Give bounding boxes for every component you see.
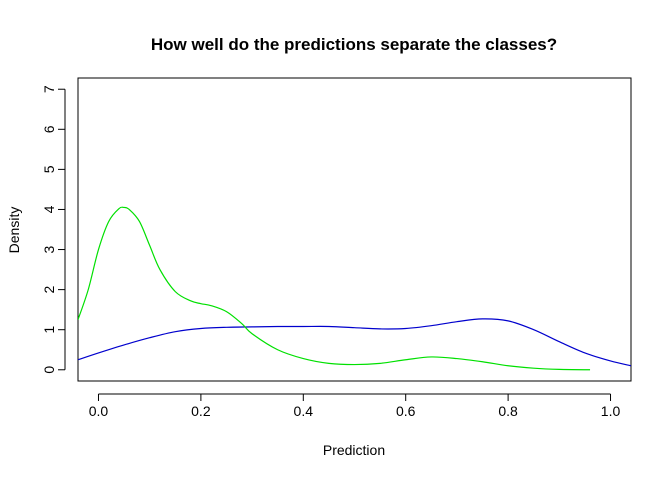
- y-tick-label: 6: [41, 125, 57, 133]
- density-line-2: [78, 206, 591, 371]
- series-layer: [78, 206, 631, 371]
- x-axis-label: Prediction: [323, 442, 385, 458]
- plot-frame: [77, 77, 632, 382]
- y-tick-label: 1: [41, 326, 57, 334]
- y-tick-label: 3: [41, 245, 57, 253]
- chart-title: How well do the predictions separate the…: [151, 35, 557, 54]
- y-tick-label: 7: [41, 85, 57, 93]
- x-tick-label: 0.8: [498, 403, 518, 419]
- x-axis: 0.0 0.2 0.4 0.6 0.8 1.0: [89, 393, 621, 419]
- density-line-1: [78, 318, 631, 367]
- y-tick-label: 2: [41, 286, 57, 294]
- x-tick-label: 1.0: [601, 403, 621, 419]
- x-tick-label: 0.4: [294, 403, 314, 419]
- x-tick-label: 0.0: [89, 403, 109, 419]
- y-axis-label: Density: [6, 207, 22, 254]
- x-tick-label: 0.2: [191, 403, 211, 419]
- y-tick-label: 0: [41, 366, 57, 374]
- y-tick-label: 4: [41, 205, 57, 213]
- y-tick-label: 5: [41, 165, 57, 173]
- y-axis: 0 1 2 3 4 5 6 7: [41, 85, 66, 374]
- x-tick-label: 0.6: [396, 403, 416, 419]
